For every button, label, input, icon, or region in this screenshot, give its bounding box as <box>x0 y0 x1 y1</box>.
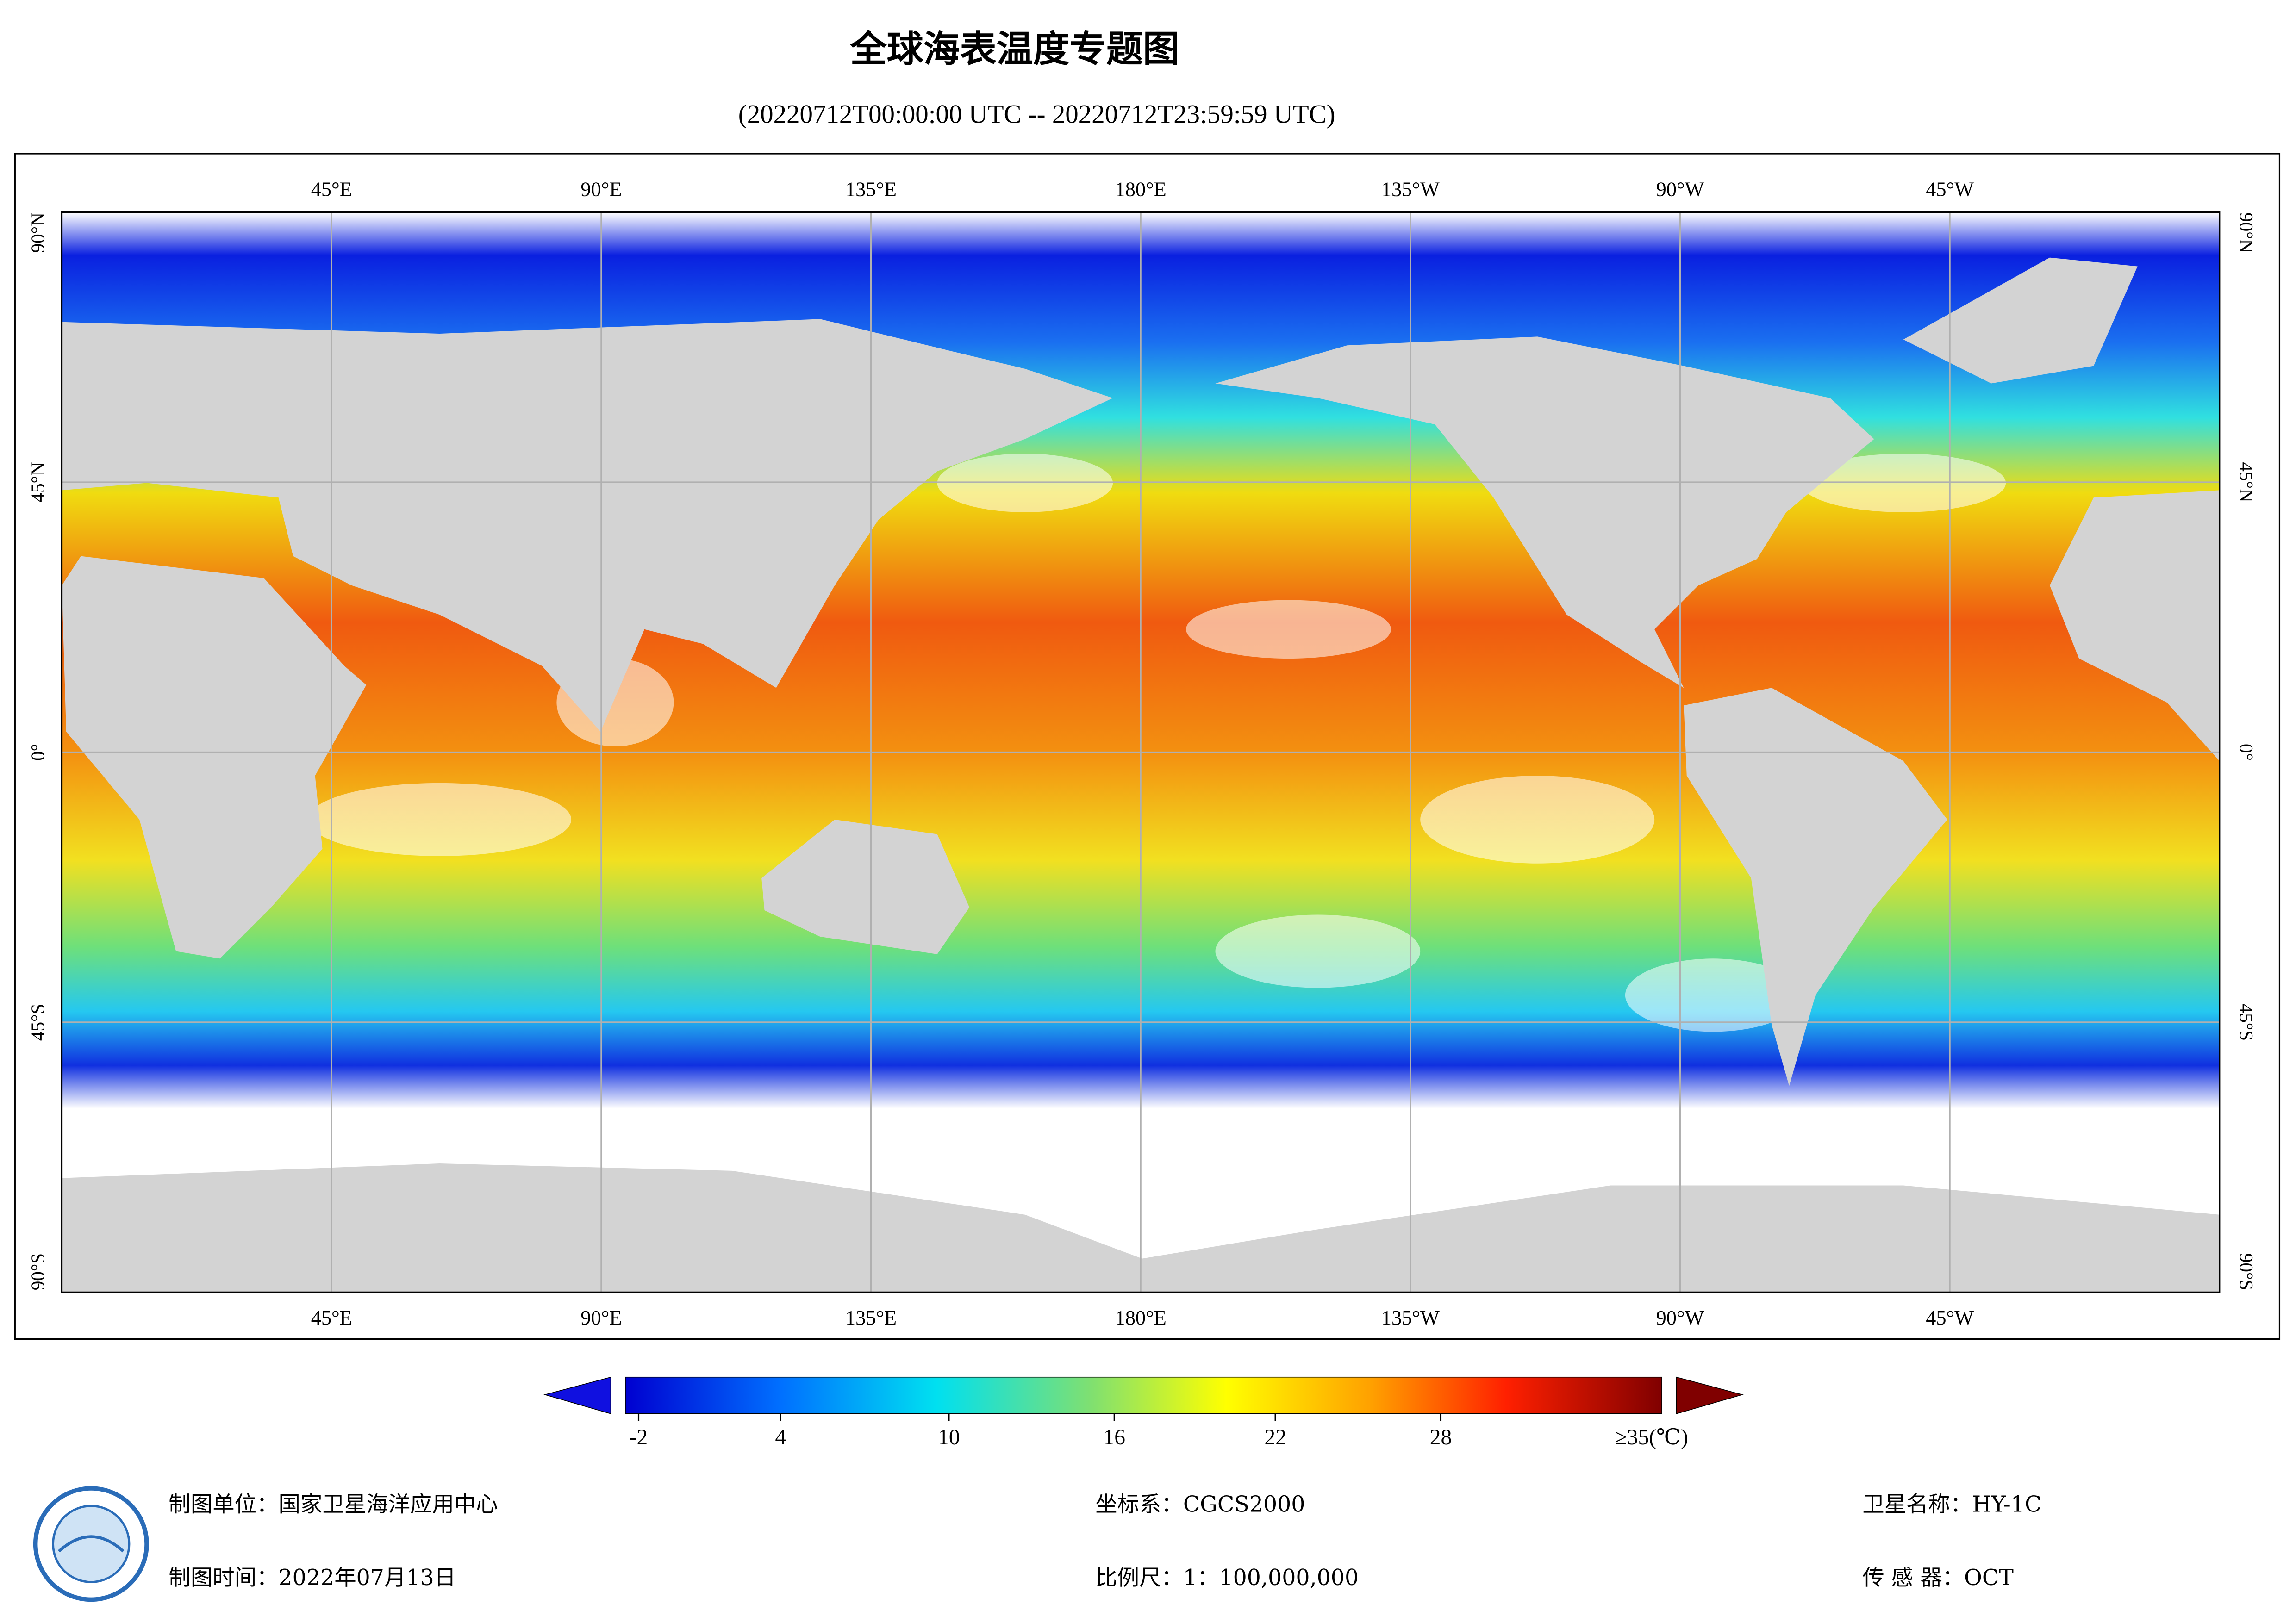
map-unit: 制图单位：国家卫星海洋应用中心 <box>168 1492 498 1517</box>
map: 45°E 45°E 90°E 90°E 135°E 135°E 180°E 180°E 135°… <box>27 178 2257 1329</box>
lat-label-right: 45°N <box>2236 462 2257 502</box>
satellite-name: 卫星名称：HY-1C <box>1862 1492 2041 1517</box>
colorbar-tick-label: 16 <box>1104 1425 1125 1449</box>
lat-label-left: 90°N <box>27 212 49 253</box>
colorbar-scale <box>625 1376 1662 1414</box>
lon-label-bottom: 90°E <box>580 1306 622 1329</box>
colorbar-tick-label: 28 <box>1430 1425 1452 1449</box>
colorbar-min-arrow <box>543 1376 611 1414</box>
colorbar: ≥35(℃) -2 4 10 16 22 28 <box>543 1376 1744 1449</box>
lon-label-bottom: 45°W <box>1926 1306 1974 1329</box>
lon-label-top: 135°E <box>845 178 897 201</box>
colorbar-tick-label: 22 <box>1264 1425 1286 1449</box>
subtitle: (20220712T00:00:00 UTC -- 20220712T23:59… <box>738 100 1335 129</box>
lon-label-top: 45°E <box>311 178 352 201</box>
lon-label-top: 45°W <box>1926 178 1974 201</box>
lon-label-bottom: 90°W <box>1656 1306 1704 1329</box>
lat-label-right: 90°N <box>2236 212 2257 253</box>
lon-label-bottom: 180°E <box>1115 1306 1167 1329</box>
coordinate-system: 坐标系：CGCS2000 <box>1095 1492 1305 1517</box>
colorbar-tick-label: 10 <box>938 1425 960 1449</box>
lat-label-left: 0° <box>27 744 49 761</box>
logo <box>33 1486 149 1602</box>
map-date: 制图时间：2022年07月13日 <box>168 1565 456 1591</box>
lon-label-bottom: 135°E <box>845 1306 897 1329</box>
colorbar-tick-label: 4 <box>775 1425 786 1449</box>
lat-label-right: 45°S <box>2236 1004 2257 1041</box>
map-frame <box>14 153 2281 1340</box>
lon-label-bottom: 45°E <box>311 1306 352 1329</box>
lat-label-left: 45°N <box>27 462 49 502</box>
lon-label-top: 90°E <box>580 178 622 201</box>
sensor-name: 传 感 器：OCT <box>1862 1565 2014 1591</box>
lat-label-left: 90°S <box>27 1253 49 1290</box>
lon-label-top: 90°W <box>1656 178 1704 201</box>
colorbar-max-label: ≥35(℃) <box>1615 1425 1688 1449</box>
colorbar-max-arrow <box>1676 1376 1744 1414</box>
lat-label-left: 45°S <box>27 1004 49 1041</box>
lon-label-top: 180°E <box>1115 178 1167 201</box>
map-border <box>61 211 2221 1293</box>
lat-label-right: 0° <box>2236 744 2257 761</box>
colorbar-tick-label: -2 <box>630 1425 648 1449</box>
lon-label-top: 135°W <box>1381 178 1440 201</box>
map-scale: 比例尺：1：100,000,000 <box>1095 1565 1359 1591</box>
lat-label-right: 90°S <box>2236 1253 2257 1290</box>
title: 全球海表温度专题图 <box>850 28 1179 70</box>
lon-label-bottom: 135°W <box>1381 1306 1440 1329</box>
